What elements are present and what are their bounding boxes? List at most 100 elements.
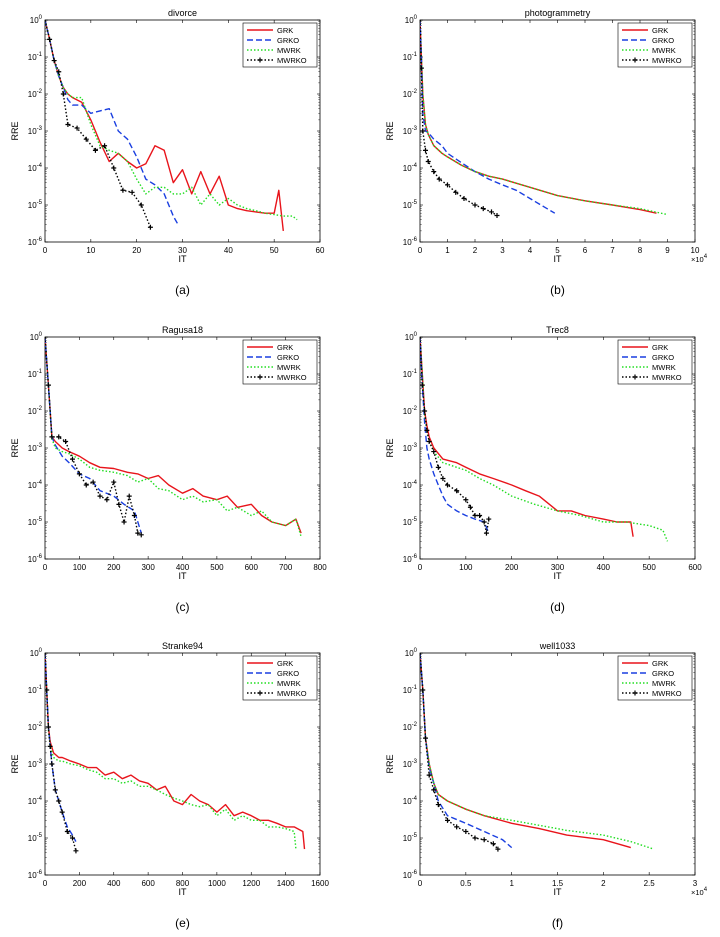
y-tick-exponent: -4 [412,163,418,169]
y-tick-exponent: -2 [37,406,43,412]
legend-marker-mwrko [632,57,638,63]
data-point-mwrko [111,165,117,171]
y-tick-label: 10-2 [403,406,418,416]
data-point-mwrko [463,828,469,834]
series-line-mwrk [45,337,302,537]
series-line-grko [45,20,179,225]
y-tick-exponent: -4 [412,480,418,486]
y-tick-base: 10 [28,834,37,843]
y-tick-label: 10-5 [28,517,43,527]
data-point-mwrko [472,835,478,841]
legend-label-grk: GRK [277,659,293,668]
y-tick-exponent: -3 [37,759,43,765]
data-point-mwrko [45,724,51,730]
legend-label-mwrk: MWRK [277,363,301,372]
series-line-mwrk [420,20,668,216]
y-tick-base: 10 [403,760,412,769]
data-point-mwrko [70,835,75,841]
data-point-mwrko [83,482,89,488]
series-line-grko [420,653,513,849]
panel-caption: (c) [176,600,190,614]
y-tick-label: 10-1 [28,369,43,379]
y-tick-exponent: -6 [412,870,418,876]
series-group [420,20,668,219]
legend-label-mwrko: MWRKO [652,56,682,65]
x-tick-label: 0 [418,563,423,572]
data-point-mwrko [121,519,127,525]
x-tick-label: 0 [43,879,48,888]
y-tick-base: 10 [403,834,412,843]
series-line-grko [420,20,556,214]
data-point-mwrko [436,176,442,182]
y-tick-base: 10 [403,797,412,806]
y-tick-label: 10-3 [403,126,418,136]
y-tick-label: 10-1 [403,369,418,379]
chart-title: well1033 [539,641,576,651]
legend-label-grko: GRKO [652,669,674,678]
legend-label-grk: GRK [652,343,668,352]
data-point-mwrko [49,761,55,767]
y-tick-base: 10 [30,649,39,658]
y-tick-exponent: -6 [412,237,418,243]
series-group [45,20,298,231]
y-tick-base: 10 [403,871,412,880]
x-tick-label: 9 [665,246,670,255]
y-tick-label: 10-3 [28,443,43,453]
data-point-mwrko [467,504,473,510]
data-point-mwrko [445,817,450,823]
legend-label-grk: GRK [277,26,293,35]
y-tick-base: 10 [28,871,37,880]
data-point-mwrko [126,493,132,499]
data-point-mwrko [461,195,467,201]
data-point-mwrko [65,121,71,127]
data-point-mwrko [495,846,501,852]
data-point-mwrko [431,787,437,793]
x-tick-label: 1400 [277,879,295,888]
y-tick-base: 10 [403,201,412,210]
y-tick-exponent: -5 [37,833,43,839]
data-point-mwrko [445,182,450,188]
legend-marker-mwrko [632,690,638,696]
y-tick-exponent: -1 [412,369,418,375]
y-axis-label: RRE [10,438,20,457]
legend-label-grko: GRKO [652,36,674,45]
y-tick-exponent: -3 [412,759,418,765]
legend-label-mwrk: MWRK [652,679,676,688]
y-tick-base: 10 [30,333,39,342]
data-point-mwrko [70,456,75,462]
data-point-mwrko [116,501,122,507]
x-tick-label: 500 [642,563,656,572]
y-tick-exponent: -1 [412,52,418,58]
legend-label-mwrk: MWRK [652,46,676,55]
data-point-mwrko [480,206,486,212]
x-tick-label: 20 [132,246,141,255]
data-point-mwrko [481,519,487,525]
legend-marker-mwrko [257,57,263,63]
y-tick-exponent: 0 [414,332,418,338]
y-tick-base: 10 [28,797,37,806]
series-line-mwrko [420,653,499,850]
y-tick-label: 10-3 [403,443,418,453]
data-point-mwrko [420,382,425,388]
x-axis-label: IT [554,254,563,264]
y-tick-label: 10-6 [28,554,43,564]
x-tick-label: 600 [141,879,155,888]
data-point-mwrko [56,798,62,804]
x-tick-label: 800 [313,563,327,572]
y-tick-label: 10-2 [403,722,418,732]
y-tick-label: 10-3 [403,759,418,769]
y-tick-base: 10 [30,16,39,25]
y-tick-exponent: 0 [39,332,43,338]
legend-label-mwrko: MWRKO [277,373,307,382]
x-exponent-base: ×10 [691,888,704,897]
x-tick-label: 1 [445,246,450,255]
y-tick-exponent: -5 [412,517,418,523]
data-point-mwrko [97,493,103,499]
y-tick-label: 10-6 [403,237,418,247]
x-axis-label: IT [179,254,188,264]
y-tick-base: 10 [28,686,37,695]
legend-label-mwrk: MWRK [652,363,676,372]
data-point-mwrko [76,471,82,477]
data-point-mwrko [51,58,57,64]
